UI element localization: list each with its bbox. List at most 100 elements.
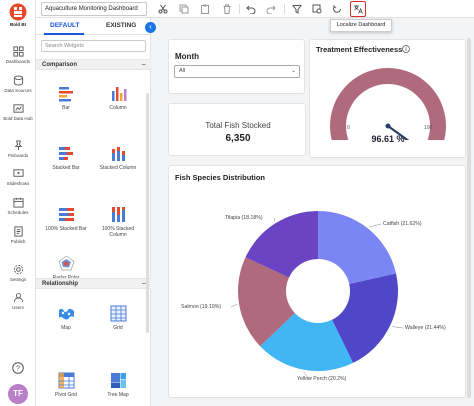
localize-tooltip: Localize Dashboard [330, 19, 392, 32]
pie-slice-walleye[interactable] [332, 273, 398, 363]
nav-item-publish[interactable]: Publish [0, 226, 36, 244]
nav-item-dashboards[interactable]: Dashboards [0, 46, 36, 64]
dashboard-name-field[interactable]: Aquaculture Monitoring Dashboard [41, 2, 147, 16]
widget-grid[interactable]: Grid [94, 305, 142, 331]
undo-button[interactable] [246, 4, 256, 14]
clipboard-icon [201, 4, 209, 14]
nav-item-settings[interactable]: Settings [0, 264, 36, 282]
data-hub-icon [12, 104, 24, 113]
nav-label: Pinboards [7, 153, 29, 158]
bar-chart-icon [58, 87, 73, 102]
column-chart-icon [111, 87, 126, 101]
nav-item-users[interactable]: Users [0, 292, 36, 310]
percent-stacked-bar-icon [58, 208, 74, 221]
help-icon[interactable]: ? [12, 362, 24, 374]
stacked-column-icon [111, 147, 125, 161]
section-title: Relationship [42, 281, 79, 287]
widget-label: Bar [62, 105, 70, 111]
gauge-value-arc [330, 68, 446, 140]
info-icon[interactable] [402, 45, 410, 53]
section-comparison[interactable]: Comparison − [36, 59, 151, 70]
widget-stacked-column[interactable]: Stacked Column [94, 145, 142, 171]
pie-slice-yellow-perch[interactable] [260, 313, 354, 371]
widget-label: 100% Stacked Column [101, 226, 135, 238]
pie-slice-tilapia[interactable] [245, 211, 318, 278]
active-tab-indicator [44, 33, 84, 35]
settings-view-icon [312, 4, 322, 14]
collapse-panel-button[interactable]: ‹ [145, 22, 156, 33]
kpi-card: Total Fish Stocked 6,350 [168, 103, 306, 156]
gauge-value: 96.61 % [371, 134, 405, 144]
user-avatar[interactable]: TF [8, 384, 28, 404]
chart-title: Fish Species Distribution [175, 173, 266, 182]
cut-button[interactable] [158, 4, 168, 14]
kpi-label: Total Fish Stocked [205, 121, 271, 130]
collapse-section-icon[interactable]: − [141, 279, 146, 288]
users-icon [13, 293, 23, 303]
nav-label: Users [12, 305, 24, 310]
nav-label: Data Sources [4, 88, 32, 93]
pie-data-label: Catfish (21.62%) [383, 221, 422, 227]
localize-button[interactable] [350, 1, 366, 17]
view-settings-button[interactable] [312, 4, 322, 14]
chevron-down-icon: ⌄ [290, 68, 296, 74]
panel-scrollbar[interactable] [146, 93, 149, 333]
widget-tree-map[interactable]: Tree Map [94, 372, 142, 398]
kpi-value: 6,350 [225, 133, 251, 144]
nav-item-data-sources[interactable]: Data Sources [0, 75, 36, 93]
widget-tabs: DEFAULT EXISTING [36, 18, 151, 35]
widget-stacked-bar[interactable]: Stacked Bar [42, 145, 90, 171]
nav-label: Dashboards [5, 59, 31, 64]
pie-data-label: Salmon (19.19%) [181, 304, 222, 310]
pie-leader-line [273, 217, 276, 222]
month-dropdown[interactable]: All ⌄ [174, 65, 300, 78]
bold-bi-logo[interactable] [9, 3, 27, 21]
widget-label: Stacked Column [99, 165, 137, 171]
tree-map-icon [110, 373, 126, 388]
widget-column[interactable]: Column [94, 85, 142, 111]
filter-icon [292, 5, 302, 14]
nav-item-data-hub[interactable]: Bold Data Hub [0, 103, 36, 121]
widget-map[interactable]: Map [42, 305, 90, 331]
gauge-min-label: 0 [347, 125, 350, 131]
tab-default[interactable]: DEFAULT [50, 22, 80, 29]
pivot-grid-icon [58, 372, 74, 389]
section-relationship[interactable]: Relationship − [36, 278, 151, 289]
widget-label: Tree Map [107, 392, 129, 398]
nav-item-pinboards[interactable]: Pinboards [0, 140, 36, 158]
pie-data-label: Walleye (21.44%) [405, 325, 446, 331]
delete-button[interactable] [222, 4, 232, 14]
nav-label: Publish [10, 239, 26, 244]
collapse-section-icon[interactable]: − [141, 60, 146, 69]
filter-button[interactable] [292, 4, 302, 14]
widget-100-stacked-column[interactable]: 100% Stacked Column [94, 206, 142, 238]
widget-100-stacked-bar[interactable]: 100% Stacked Bar [42, 206, 90, 232]
month-filter-card: Month All ⌄ [168, 39, 305, 94]
percent-stacked-column-icon [111, 207, 125, 222]
pie-slice-catfish[interactable] [318, 211, 397, 284]
widget-pivot-grid[interactable]: Pivot Grid [42, 372, 90, 398]
search-widgets-input[interactable]: Search Widgets [41, 40, 146, 52]
canvas-scrollbar[interactable] [467, 38, 471, 398]
nav-item-schedules[interactable]: Schedules [0, 197, 36, 215]
copy-button[interactable] [179, 4, 189, 14]
pie-data-label: Tilapia (18.18%) [225, 215, 263, 221]
gauge-max-label: 100 [424, 125, 433, 131]
pie-slice-salmon[interactable] [238, 257, 295, 347]
dashboards-icon [12, 46, 24, 57]
paste-button[interactable] [200, 4, 210, 14]
month-filter-title: Month [175, 52, 199, 61]
publish-icon [13, 226, 23, 237]
pie-chart-card: Fish Species Distribution Catfish (21.62… [168, 165, 466, 398]
gauge-title: Treatment Effectiveness [316, 45, 403, 54]
tab-existing[interactable]: EXISTING [106, 22, 137, 29]
widget-bar[interactable]: Bar [42, 85, 90, 111]
redo-button[interactable] [266, 4, 276, 14]
gauge-chart [330, 68, 446, 140]
nav-item-slideshows[interactable]: Slideshows [0, 168, 36, 186]
nav-label: Slideshows [6, 181, 30, 186]
widget-panel: DEFAULT EXISTING ‹ Search Widgets Compar… [36, 18, 156, 406]
pie-leader-line [303, 371, 310, 380]
donut-chart[interactable] [169, 166, 467, 399]
refresh-button[interactable] [332, 4, 342, 14]
